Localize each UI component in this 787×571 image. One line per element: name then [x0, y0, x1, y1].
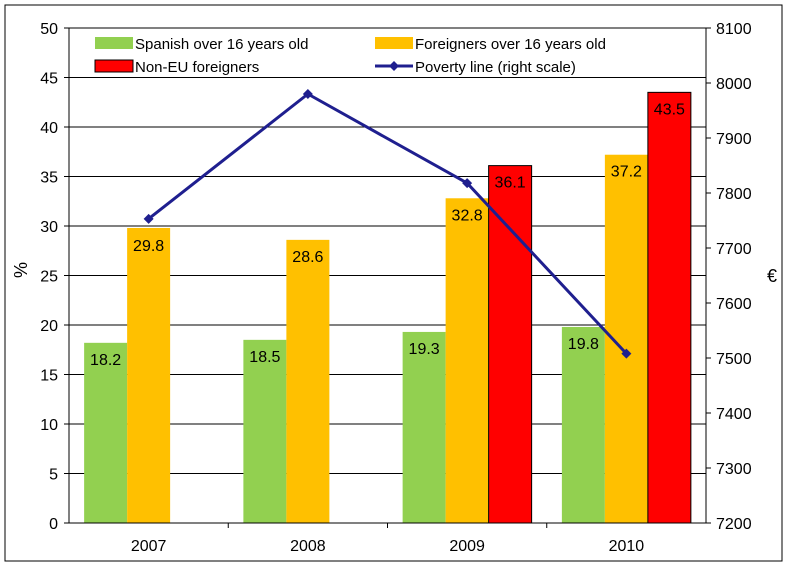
y-right-tick-label: 7400 — [716, 406, 752, 423]
legend-foreigners-swatch — [375, 37, 413, 49]
poverty-line-point — [621, 348, 632, 359]
bar-foreigners-over-16-years-old — [445, 198, 489, 523]
y-left-tick-label: 10 — [40, 417, 58, 434]
legend-foreigners-label: Foreigners over 16 years old — [415, 36, 606, 53]
legend-non-eu-swatch — [94, 59, 134, 73]
y-right-tick-label: 7500 — [716, 351, 752, 368]
bar-spanish-over-16-years-old — [243, 339, 287, 523]
y-left-tick-label: 40 — [40, 120, 58, 137]
data-label: 32.8 — [452, 207, 483, 224]
y-left-tick-label: 15 — [40, 368, 58, 385]
poverty-line-point — [462, 178, 473, 189]
legend-poverty-line-label: Poverty line (right scale) — [415, 59, 576, 76]
y-left-tick-label: 30 — [40, 219, 58, 236]
bar-spanish-over-16-years-old — [561, 326, 605, 523]
bar-spanish-over-16-years-old — [84, 342, 128, 523]
y-axis-right-label: € — [767, 266, 777, 286]
y-right-tick-label: 8100 — [716, 21, 752, 38]
y-left-tick-label: 20 — [40, 318, 58, 335]
data-label: 19.8 — [568, 336, 599, 353]
poverty-line-point — [143, 213, 154, 224]
y-right-tick-label: 7900 — [716, 131, 752, 148]
data-label: 29.8 — [133, 238, 164, 255]
y-left-tick-label: 35 — [40, 170, 58, 187]
bar-spanish-over-16-years-old — [402, 331, 446, 523]
y-left-tick-label: 45 — [40, 71, 58, 88]
y-right-tick-label: 7600 — [716, 296, 752, 313]
y-axis-left-label: % — [11, 262, 31, 278]
x-tick-label: 2007 — [131, 538, 167, 555]
y-right-tick-label: 7300 — [716, 461, 752, 478]
legend-non-eu-label: Non-EU foreigners — [135, 59, 259, 76]
y-left-tick-label: 5 — [49, 467, 58, 484]
legend-spanish-label: Spanish over 16 years old — [135, 36, 308, 53]
data-label: 28.6 — [292, 249, 323, 266]
y-right-tick-label: 7700 — [716, 241, 752, 258]
y-right-tick-label: 8000 — [716, 76, 752, 93]
y-right-tick-label: 7200 — [716, 516, 752, 533]
bar-foreigners-over-16-years-old — [127, 227, 171, 524]
legend-poverty-line-marker — [389, 61, 399, 71]
y-right-tick-label: 7800 — [716, 186, 752, 203]
data-label: 18.5 — [249, 349, 280, 366]
x-tick-label: 2008 — [290, 538, 326, 555]
x-tick-label: 2010 — [609, 538, 645, 555]
bar-foreigners-over-16-years-old — [286, 239, 330, 524]
x-tick-label: 2009 — [449, 538, 485, 555]
y-left-tick-label: 0 — [49, 516, 58, 533]
data-label: 36.1 — [495, 175, 526, 192]
y-left-tick-label: 50 — [40, 21, 58, 38]
poverty-line — [147, 92, 628, 355]
bar-non-eu-foreigners — [647, 91, 692, 524]
bar-non-eu-foreigners — [488, 165, 533, 524]
data-label: 43.5 — [654, 101, 685, 118]
legend: Spanish over 16 years old Foreigners over… — [94, 36, 606, 76]
legend-spanish-swatch — [95, 37, 133, 49]
y-left-tick-label: 25 — [40, 269, 58, 286]
data-label: 19.3 — [409, 341, 440, 358]
poverty-line-point — [302, 89, 313, 99]
data-label: 37.2 — [611, 164, 642, 181]
data-label: 18.2 — [90, 352, 121, 369]
